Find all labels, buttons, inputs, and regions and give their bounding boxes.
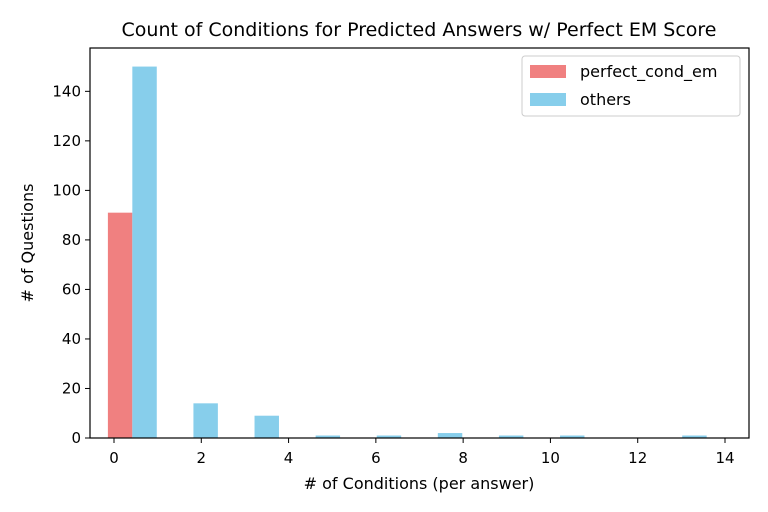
bar-others-5 <box>437 433 463 438</box>
bar-others-2 <box>254 415 279 438</box>
x-tick-label: 12 <box>628 449 647 467</box>
y-tick-label: 80 <box>62 231 81 249</box>
plot-frame <box>89 47 750 439</box>
y-tick-label: 20 <box>62 379 81 397</box>
legend-box <box>521 55 741 117</box>
x-tick-label: 8 <box>458 449 468 467</box>
legend-label-perfect-cond-em: perfect_cond_em <box>580 62 717 82</box>
bar-others-4 <box>376 435 402 438</box>
bar-others-3 <box>315 435 341 438</box>
legend-label-others: others <box>580 90 631 109</box>
y-tick-label: 0 <box>71 429 81 447</box>
y-axis-label: # of Questions <box>18 184 37 303</box>
y-tick-label: 140 <box>52 82 81 100</box>
x-tick-label: 0 <box>109 449 119 467</box>
bar-others-8 <box>682 435 707 438</box>
y-tick-label: 60 <box>62 280 81 298</box>
chart-title: Count of Conditions for Predicted Answer… <box>122 19 717 41</box>
x-axis-label: # of Conditions (per answer) <box>304 474 535 493</box>
bar-others-0 <box>132 66 157 438</box>
legend-swatch-perfect-cond-em <box>530 65 566 78</box>
legend-swatch-others <box>530 93 566 106</box>
bars-group <box>107 66 707 438</box>
x-tick-label: 14 <box>715 449 734 467</box>
bar-perfect-cond-em-0 <box>107 212 133 438</box>
y-tick-label: 100 <box>52 181 81 199</box>
y-axis: 0 20 40 60 80 100 120 140 <box>52 82 90 447</box>
x-axis: 0 2 4 6 8 10 12 14 <box>109 438 735 467</box>
bar-others-1 <box>193 403 218 438</box>
y-tick-label: 120 <box>52 132 81 150</box>
x-tick-label: 2 <box>197 449 207 467</box>
y-tick-label: 40 <box>62 330 81 348</box>
x-tick-label: 4 <box>284 449 294 467</box>
x-tick-label: 10 <box>541 449 560 467</box>
bar-others-7 <box>560 435 585 438</box>
x-tick-label: 6 <box>371 449 381 467</box>
bar-others-6 <box>498 435 524 438</box>
